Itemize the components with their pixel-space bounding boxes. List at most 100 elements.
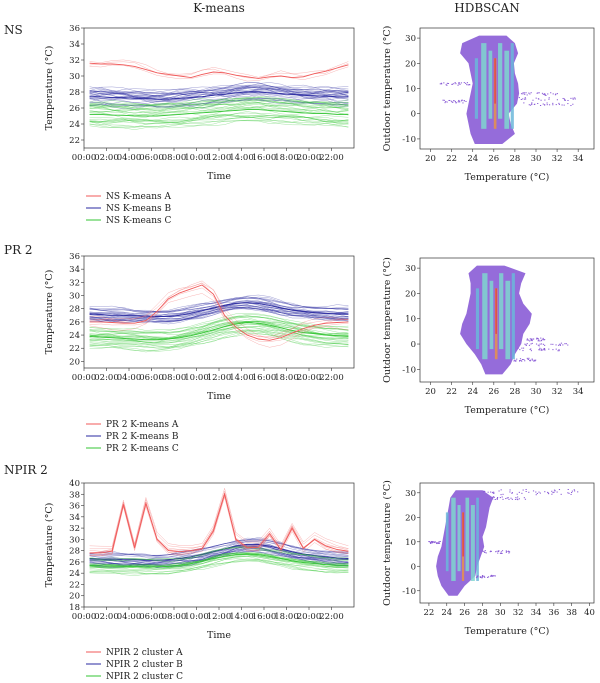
tail-point bbox=[459, 83, 461, 85]
tail-point bbox=[449, 99, 451, 101]
pr2-kmeans-panel: 00:0002:0004:0006:0008:0010:0012:0014:00… bbox=[44, 252, 355, 454]
tail-point bbox=[491, 492, 494, 494]
tail-point bbox=[433, 542, 435, 544]
tail-point bbox=[480, 576, 482, 578]
tail-point bbox=[525, 344, 527, 346]
member-curve-c bbox=[89, 552, 349, 567]
member-curve-b bbox=[89, 88, 349, 99]
member-curve-c bbox=[89, 320, 349, 339]
tail-point bbox=[541, 349, 543, 351]
tail-point bbox=[525, 92, 527, 94]
tail-point bbox=[535, 494, 537, 496]
member-curve-c bbox=[89, 330, 349, 353]
row-label-npir2: NPIR 2 bbox=[4, 463, 48, 477]
tail-point bbox=[525, 488, 527, 490]
tail-point bbox=[533, 360, 535, 362]
member-curve-c bbox=[89, 98, 349, 107]
member-curve-a bbox=[89, 496, 349, 556]
tail-point bbox=[529, 348, 531, 350]
member-curve-b bbox=[89, 308, 349, 325]
tail-point bbox=[546, 491, 549, 493]
tail-point bbox=[463, 100, 465, 102]
x-tick-label: 08:00 bbox=[162, 373, 187, 383]
cluster-band bbox=[457, 505, 461, 572]
tail-point bbox=[547, 493, 550, 495]
density-region bbox=[436, 490, 494, 596]
row-label-ns: NS bbox=[4, 23, 23, 37]
tail-point bbox=[514, 359, 516, 361]
tail-point bbox=[482, 550, 484, 552]
member-curve-b bbox=[89, 549, 349, 569]
tail-point bbox=[554, 94, 557, 96]
member-curve-c bbox=[89, 316, 349, 334]
member-curve-c bbox=[89, 112, 349, 123]
tail-point bbox=[536, 492, 538, 494]
tail-point bbox=[514, 498, 517, 500]
tail-point bbox=[493, 492, 495, 494]
y-tick-label: 22 bbox=[69, 580, 80, 590]
x-tick-label: 28 bbox=[509, 154, 520, 164]
tail-point bbox=[467, 84, 469, 86]
x-tick-label: 14:00 bbox=[229, 153, 254, 163]
tail-point bbox=[442, 99, 444, 101]
tail-point bbox=[516, 493, 518, 495]
member-curve-b bbox=[89, 86, 349, 94]
member-curve-c bbox=[89, 107, 349, 116]
tail-point bbox=[476, 576, 479, 578]
tail-point bbox=[567, 100, 569, 102]
tail-point bbox=[519, 358, 522, 360]
series-line-b bbox=[89, 543, 349, 561]
y-tick-label: 10 bbox=[405, 538, 416, 548]
member-curve-b bbox=[89, 306, 349, 322]
tail-point bbox=[484, 490, 486, 492]
member-curve-c bbox=[89, 332, 349, 351]
member-curve-b bbox=[89, 547, 349, 565]
tail-point bbox=[524, 360, 526, 362]
tail-point bbox=[523, 102, 525, 104]
tail-point bbox=[437, 542, 440, 544]
tail-point bbox=[546, 102, 548, 104]
x-tick-label: 02:00 bbox=[94, 153, 119, 163]
tail-point bbox=[445, 84, 447, 86]
tail-point bbox=[493, 575, 495, 577]
row-label-pr2: PR 2 bbox=[4, 243, 33, 257]
member-curve-b bbox=[89, 302, 349, 321]
member-curve-b bbox=[89, 543, 349, 564]
y-tick-label: 28 bbox=[69, 305, 80, 315]
x-tick-label: 10:00 bbox=[184, 153, 209, 163]
tail-point bbox=[507, 497, 509, 499]
tail-point bbox=[482, 491, 485, 493]
tail-point bbox=[540, 343, 543, 345]
tail-point bbox=[561, 104, 563, 106]
tail-point bbox=[536, 92, 538, 94]
tail-point bbox=[519, 349, 521, 351]
legend-entry-b: PR 2 K-means B bbox=[106, 432, 179, 442]
cluster-band-red bbox=[495, 288, 497, 334]
member-curve-c bbox=[89, 546, 349, 562]
tail-point bbox=[457, 84, 459, 86]
x-tick-label: 24 bbox=[467, 387, 478, 397]
y-axis-label: Temperature (°C) bbox=[44, 46, 55, 131]
member-curve-b bbox=[89, 296, 349, 313]
member-curve-b bbox=[89, 93, 349, 104]
tail-point bbox=[518, 498, 520, 500]
y-axis-label: Temperature (°C) bbox=[44, 270, 55, 355]
tail-point bbox=[476, 575, 478, 577]
tail-point bbox=[508, 552, 510, 554]
member-curve-b bbox=[89, 546, 349, 566]
series-line-b bbox=[89, 91, 349, 100]
tail-point bbox=[539, 105, 542, 107]
tail-point bbox=[466, 84, 468, 86]
tail-point bbox=[572, 98, 574, 100]
tail-point bbox=[547, 492, 550, 494]
y-tick-label: -10 bbox=[402, 365, 416, 375]
x-tick-label: 30 bbox=[531, 154, 542, 164]
member-curve-c bbox=[89, 97, 349, 107]
tail-point bbox=[562, 97, 564, 99]
x-tick-label: 22 bbox=[424, 608, 435, 618]
tail-point bbox=[531, 340, 533, 342]
tail-point bbox=[455, 102, 457, 104]
tail-point bbox=[523, 92, 526, 94]
tail-point bbox=[542, 93, 544, 95]
member-curve-c bbox=[89, 325, 349, 345]
